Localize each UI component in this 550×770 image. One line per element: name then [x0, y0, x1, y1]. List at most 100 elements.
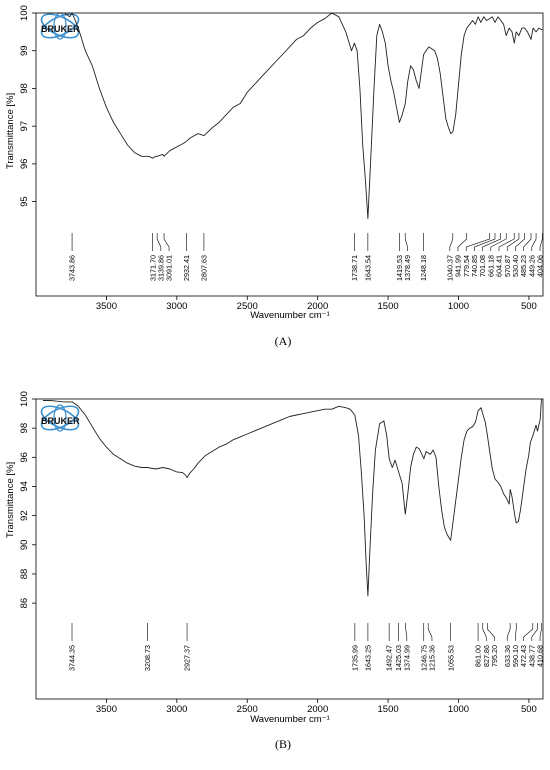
panel-b-label: (B) [275, 737, 291, 751]
peak-marker [482, 623, 487, 641]
peak-label: 2807.63 [200, 255, 209, 281]
y-tick-label: 90 [19, 540, 30, 551]
peak-label: 3208.73 [143, 645, 152, 671]
peak-label: 1378.49 [403, 255, 412, 281]
x-tick-label: 500 [521, 301, 537, 312]
y-tick-label: 97 [19, 121, 30, 132]
peak-label: 1643.25 [364, 645, 373, 671]
peak-label: 590.10 [511, 645, 520, 667]
peak-label: 1492.47 [385, 645, 394, 671]
peak-label: 827.86 [482, 645, 491, 667]
peak-label: 2927.37 [183, 645, 192, 671]
y-tick-label: 86 [19, 598, 30, 609]
peak-marker [482, 233, 501, 251]
x-tick-label: 2000 [307, 704, 328, 715]
peak-label: 1374.99 [402, 645, 411, 671]
peak-label: 3091.01 [165, 255, 174, 281]
peak-label: 861.00 [474, 645, 483, 667]
peak-label: 3171.70 [148, 255, 157, 281]
x-tick-label: 1000 [448, 301, 469, 312]
peak-label: 472.43 [519, 645, 528, 667]
peak-marker [539, 623, 542, 641]
peak-label: 795.20 [490, 645, 499, 667]
spectrum-line [43, 398, 542, 597]
peak-label: 1738.71 [350, 255, 359, 281]
panel-a: BRUKER Transmittance [%] Wavenumber cm⁻¹… [5, 5, 545, 348]
peak-marker [531, 623, 538, 641]
peak-label: 1040.37 [445, 255, 454, 281]
peak-label: 1425.03 [394, 645, 403, 671]
y-tick-label: 92 [19, 510, 30, 521]
peak-marker [404, 233, 408, 251]
panel-b: BRUKER Transmittance [%] Wavenumber cm⁻¹… [5, 391, 545, 751]
peak-marker [474, 233, 496, 251]
peak-marker [457, 233, 467, 251]
y-tick-label: 95 [19, 196, 30, 207]
y-tick-label: 98 [19, 423, 30, 434]
peak-marker [490, 233, 507, 251]
panel-a-label: (A) [275, 334, 292, 348]
panel-b-x-axis-title: Wavenumber cm⁻¹ [250, 714, 330, 725]
spectrum-line [43, 12, 543, 220]
panel-a-y-axis-title: Transmittance [%] [5, 93, 16, 169]
bruker-logo-text: BRUKER [41, 416, 80, 426]
peak-label: 3139.86 [156, 255, 165, 281]
x-tick-label: 1500 [378, 704, 399, 715]
peak-label: 3743.86 [68, 255, 77, 281]
peak-marker [498, 233, 515, 251]
peak-label: 1246.75 [419, 645, 428, 671]
peak-label: 1055.53 [446, 645, 455, 671]
peak-marker [523, 623, 534, 641]
peak-marker [487, 623, 495, 641]
x-tick-label: 2500 [237, 704, 258, 715]
y-tick-label: 96 [19, 452, 30, 463]
panel-b-y-axis-title: Transmittance [%] [5, 462, 16, 538]
plot-frame [35, 398, 544, 700]
peak-label: 2932.41 [182, 255, 191, 281]
peak-label: 701.08 [478, 255, 487, 277]
y-tick-label: 100 [19, 391, 30, 407]
bruker-logo-text: BRUKER [41, 24, 80, 34]
y-tick-label: 100 [19, 5, 30, 21]
bruker-logo: BRUKER [40, 12, 80, 40]
peak-label: 604.41 [495, 255, 504, 277]
plot-frame [35, 12, 544, 297]
peak-label: 3744.35 [68, 645, 77, 671]
peak-label: 1215.36 [428, 645, 437, 671]
peak-marker [515, 233, 525, 251]
x-tick-label: 500 [521, 704, 537, 715]
peak-marker [405, 623, 408, 641]
y-tick-label: 88 [19, 569, 30, 580]
peak-marker [531, 233, 537, 251]
peak-label: 1248.18 [419, 255, 428, 281]
y-tick-label: 96 [19, 159, 30, 170]
panel-a-x-axis-title: Wavenumber cm⁻¹ [250, 310, 330, 321]
peak-marker [515, 623, 517, 641]
peak-marker [156, 233, 162, 251]
peak-marker [449, 233, 454, 251]
peak-label: 1643.54 [363, 255, 372, 281]
peak-label: 740.85 [470, 255, 479, 277]
peak-marker [465, 233, 490, 251]
peak-label: 941.99 [454, 255, 463, 277]
peak-marker [427, 623, 433, 641]
x-tick-label: 1500 [378, 301, 399, 312]
bruker-logo: BRUKER [40, 404, 80, 432]
peak-label: 1419.53 [395, 255, 404, 281]
x-tick-label: 3500 [96, 704, 117, 715]
peak-label: 661.18 [486, 255, 495, 277]
x-tick-label: 2000 [307, 301, 328, 312]
peak-marker [163, 233, 170, 251]
x-tick-label: 1000 [448, 704, 469, 715]
peak-label: 404.06 [536, 255, 545, 277]
y-tick-label: 94 [19, 481, 30, 492]
y-tick-label: 98 [19, 83, 30, 94]
peak-label: 530.40 [511, 255, 520, 277]
x-tick-label: 3000 [166, 301, 187, 312]
y-tick-label: 99 [19, 45, 30, 56]
peak-label: 1735.99 [350, 645, 359, 671]
x-tick-label: 3500 [96, 301, 117, 312]
peak-label: 410.68 [536, 645, 545, 667]
peak-label: 633.36 [503, 645, 512, 667]
